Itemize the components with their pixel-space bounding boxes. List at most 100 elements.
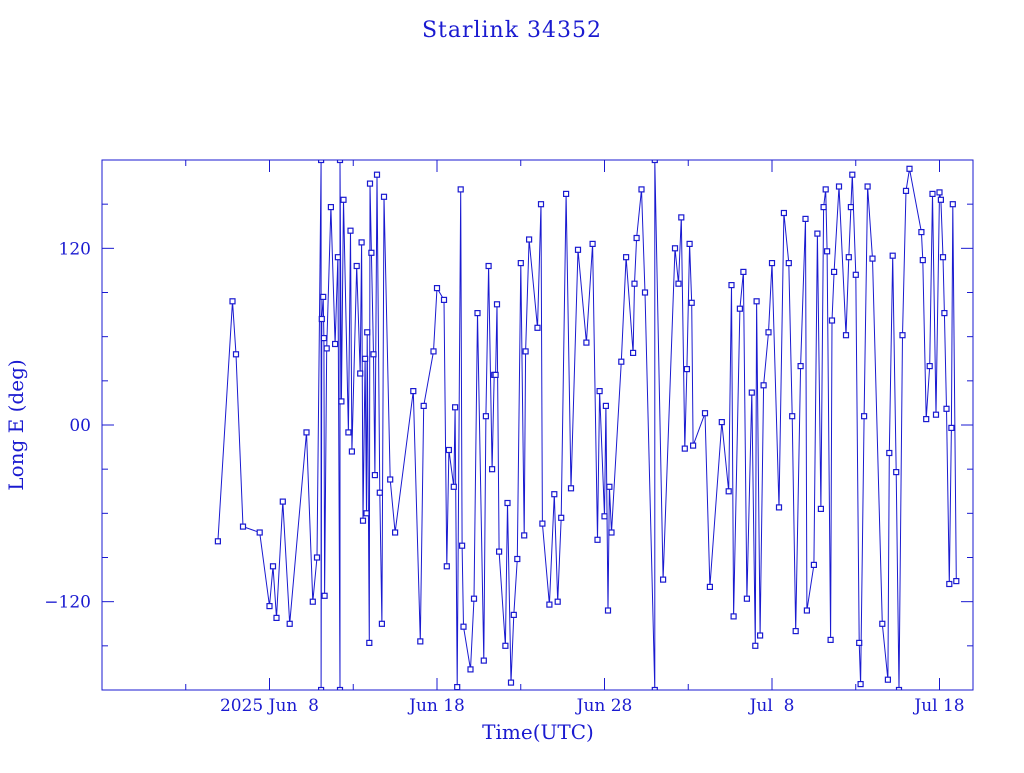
data-point — [686, 240, 693, 247]
data-point — [457, 186, 464, 193]
data-point — [939, 254, 947, 261]
data-point — [740, 268, 747, 275]
data-point — [743, 595, 751, 602]
y-axis-ticks: 120 00 −120 — [44, 159, 973, 691]
x-tick-label: Jun 28 — [575, 696, 633, 716]
data-point — [651, 160, 658, 164]
data-point — [323, 345, 330, 352]
data-point — [817, 505, 825, 512]
x-axis-label: Time(UTC) — [482, 720, 594, 744]
data-point — [492, 371, 499, 378]
data-point — [631, 280, 638, 287]
data-point — [730, 613, 737, 620]
data-point — [629, 349, 637, 356]
data-point — [320, 335, 327, 342]
data-point — [886, 449, 893, 457]
data-point — [953, 577, 960, 585]
data-point — [918, 229, 925, 236]
data-point — [678, 214, 685, 221]
data-point — [450, 483, 457, 490]
data-point — [797, 363, 804, 370]
data-point — [638, 186, 645, 193]
data-point — [835, 183, 843, 190]
data-point — [347, 227, 354, 234]
data-point — [602, 402, 610, 409]
data-point — [622, 254, 630, 261]
data-point — [594, 536, 601, 543]
data-point — [618, 358, 625, 365]
data-point — [440, 296, 448, 303]
data-point — [789, 413, 796, 420]
data-point — [780, 209, 788, 217]
data-point — [651, 686, 658, 690]
data-point — [683, 366, 691, 373]
data-point — [919, 257, 926, 264]
x-tick-label: Jul 18 — [912, 696, 964, 716]
data-point — [410, 388, 417, 395]
data-point — [525, 236, 533, 243]
data-point — [857, 680, 864, 688]
data-point — [256, 529, 263, 536]
data-point — [725, 488, 732, 495]
data-point — [480, 657, 487, 664]
data-point — [514, 555, 521, 563]
data-point — [929, 190, 936, 197]
data-point — [814, 230, 821, 237]
data-point — [336, 160, 344, 164]
data-point — [765, 329, 772, 336]
data-point — [941, 310, 948, 317]
data-point — [923, 416, 930, 423]
data-point — [359, 517, 367, 524]
data-point — [675, 280, 682, 287]
data-point — [320, 293, 327, 300]
data-point — [459, 542, 466, 549]
data-point — [562, 190, 570, 197]
data-point — [318, 160, 325, 164]
data-point — [336, 686, 344, 690]
data-point — [338, 398, 345, 405]
data-point — [373, 171, 381, 178]
data-point — [753, 298, 760, 305]
data-point — [728, 282, 735, 289]
data-point — [567, 485, 575, 492]
data-point — [884, 676, 892, 683]
data-point — [893, 469, 900, 476]
data-point — [802, 215, 809, 222]
data-point — [659, 576, 667, 583]
data-point — [785, 260, 792, 267]
data-point — [443, 563, 450, 570]
data-point — [467, 666, 474, 673]
y-axis-label: Long E (deg) — [4, 359, 28, 490]
data-point — [345, 429, 352, 436]
data-point — [946, 580, 953, 588]
x-tick-label: Jul 8 — [748, 696, 795, 716]
data-point — [363, 510, 370, 517]
x-axis-ticks: 2025 Jun 8 Jun 18 Jun 28 Jul 8 Jul 18 — [101, 160, 965, 716]
data-point — [756, 632, 764, 639]
data-point — [558, 514, 565, 521]
data-point — [380, 193, 388, 200]
data-point — [830, 268, 838, 275]
data-point — [792, 627, 799, 635]
data-point — [454, 683, 461, 690]
data-point — [433, 285, 441, 292]
data-point — [706, 583, 714, 591]
data-point — [417, 638, 424, 645]
data-point — [502, 642, 509, 649]
data-point — [823, 248, 831, 255]
data-point — [309, 598, 316, 605]
data-point — [681, 445, 688, 452]
x-tick-label: Jun 18 — [407, 696, 465, 716]
data-point — [366, 639, 373, 647]
data-point — [736, 305, 744, 312]
x-tick-label: 2025 Jun 8 — [220, 696, 319, 716]
data-point — [358, 239, 365, 246]
data-point — [269, 563, 277, 570]
data-point — [348, 448, 355, 455]
data-point — [906, 165, 913, 172]
data-point — [303, 429, 310, 436]
data-point — [229, 298, 236, 305]
data-point — [701, 410, 709, 417]
data-point — [357, 370, 364, 377]
data-point — [496, 548, 503, 555]
